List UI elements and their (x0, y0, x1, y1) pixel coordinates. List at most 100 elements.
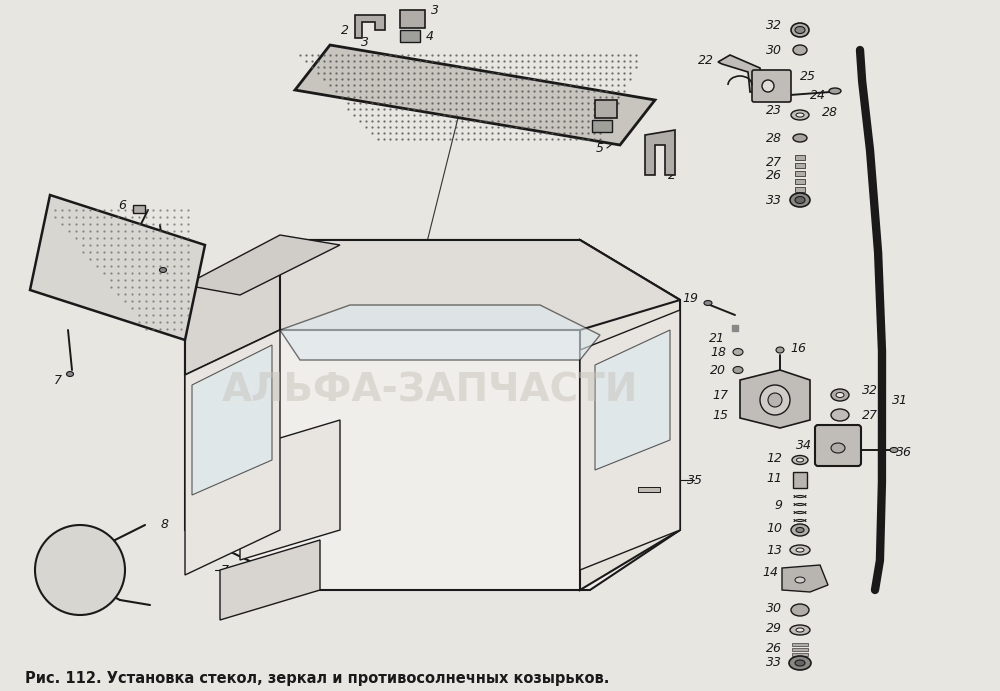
Ellipse shape (796, 458, 804, 462)
FancyBboxPatch shape (815, 425, 861, 466)
Ellipse shape (796, 113, 804, 117)
Bar (400, 10, 425, 28)
Text: 33: 33 (766, 656, 782, 670)
Text: 4: 4 (614, 120, 622, 133)
Ellipse shape (66, 372, 74, 377)
Text: 19: 19 (682, 292, 698, 305)
Text: 9: 9 (774, 498, 782, 511)
Ellipse shape (831, 409, 849, 421)
Ellipse shape (836, 392, 844, 397)
Ellipse shape (796, 628, 804, 632)
Text: 32: 32 (862, 384, 878, 397)
Text: 33: 33 (766, 193, 782, 207)
Polygon shape (185, 235, 340, 295)
Text: 26: 26 (766, 641, 782, 654)
Text: 35: 35 (687, 473, 703, 486)
Polygon shape (185, 240, 680, 590)
Polygon shape (30, 195, 205, 340)
Ellipse shape (733, 366, 743, 374)
Text: 2: 2 (341, 23, 349, 37)
Polygon shape (185, 240, 680, 330)
Ellipse shape (704, 301, 712, 305)
Text: 7: 7 (171, 269, 179, 281)
Text: 7: 7 (221, 563, 229, 576)
Ellipse shape (795, 660, 805, 666)
Ellipse shape (733, 348, 743, 355)
Bar (795, 179, 805, 184)
Text: 24: 24 (810, 88, 826, 102)
Text: 5: 5 (596, 142, 604, 155)
Ellipse shape (792, 455, 808, 464)
Text: Рис. 112. Установка стекол, зеркал и противосолнечных козырьков.: Рис. 112. Установка стекол, зеркал и про… (25, 670, 609, 685)
Text: 30: 30 (766, 601, 782, 614)
Polygon shape (782, 565, 828, 592)
Text: 16: 16 (790, 341, 806, 354)
Text: 25: 25 (800, 70, 816, 82)
Ellipse shape (776, 347, 784, 353)
Ellipse shape (791, 23, 809, 37)
Ellipse shape (790, 625, 810, 635)
Text: АЛЬФА-ЗАПЧАСТИ: АЛЬФА-ЗАПЧАСТИ (222, 371, 638, 409)
Text: 4: 4 (426, 30, 434, 43)
Polygon shape (280, 305, 600, 360)
Bar (795, 155, 805, 160)
Text: 6: 6 (118, 198, 126, 211)
Circle shape (760, 385, 790, 415)
Ellipse shape (790, 193, 810, 207)
Text: 20: 20 (710, 363, 726, 377)
Bar (792, 643, 808, 646)
Ellipse shape (829, 88, 841, 94)
Text: 28: 28 (822, 106, 838, 118)
Text: 27: 27 (862, 408, 878, 422)
Bar (795, 187, 805, 192)
Text: 36: 36 (896, 446, 912, 459)
Polygon shape (192, 345, 272, 495)
Text: 22: 22 (698, 53, 714, 66)
Text: 10: 10 (766, 522, 782, 535)
Text: 26: 26 (766, 169, 782, 182)
Text: 3: 3 (361, 35, 369, 48)
Bar (400, 30, 420, 42)
Bar (133, 205, 145, 213)
Text: 23: 23 (766, 104, 782, 117)
Polygon shape (580, 240, 680, 590)
Ellipse shape (831, 389, 849, 401)
Polygon shape (240, 420, 340, 560)
Bar (795, 171, 805, 176)
Bar (792, 653, 808, 656)
Polygon shape (185, 240, 280, 375)
Text: 28: 28 (766, 131, 782, 144)
Bar (795, 163, 805, 168)
Text: 3: 3 (620, 95, 628, 108)
Ellipse shape (796, 527, 804, 533)
Polygon shape (220, 540, 320, 620)
Polygon shape (595, 330, 670, 470)
Text: 11: 11 (766, 471, 782, 484)
Text: 32: 32 (766, 19, 782, 32)
Bar (592, 120, 612, 132)
Text: 6: 6 (133, 222, 141, 234)
Bar (792, 648, 808, 651)
Text: 13: 13 (766, 544, 782, 556)
Text: 29: 29 (766, 621, 782, 634)
Ellipse shape (790, 545, 810, 555)
Ellipse shape (793, 134, 807, 142)
Text: 17: 17 (712, 388, 728, 401)
Circle shape (768, 393, 782, 407)
Polygon shape (718, 55, 762, 92)
Ellipse shape (160, 267, 166, 272)
Text: 3: 3 (431, 3, 439, 17)
Polygon shape (295, 45, 655, 145)
Text: 27: 27 (766, 155, 782, 169)
Ellipse shape (791, 110, 809, 120)
Bar (595, 100, 617, 118)
Text: 18: 18 (710, 346, 726, 359)
Ellipse shape (795, 196, 805, 204)
Ellipse shape (890, 448, 898, 453)
Text: 8: 8 (161, 518, 169, 531)
Ellipse shape (791, 604, 809, 616)
Text: 2: 2 (668, 169, 676, 182)
Ellipse shape (795, 577, 805, 583)
Bar (793, 472, 807, 488)
Ellipse shape (789, 656, 811, 670)
